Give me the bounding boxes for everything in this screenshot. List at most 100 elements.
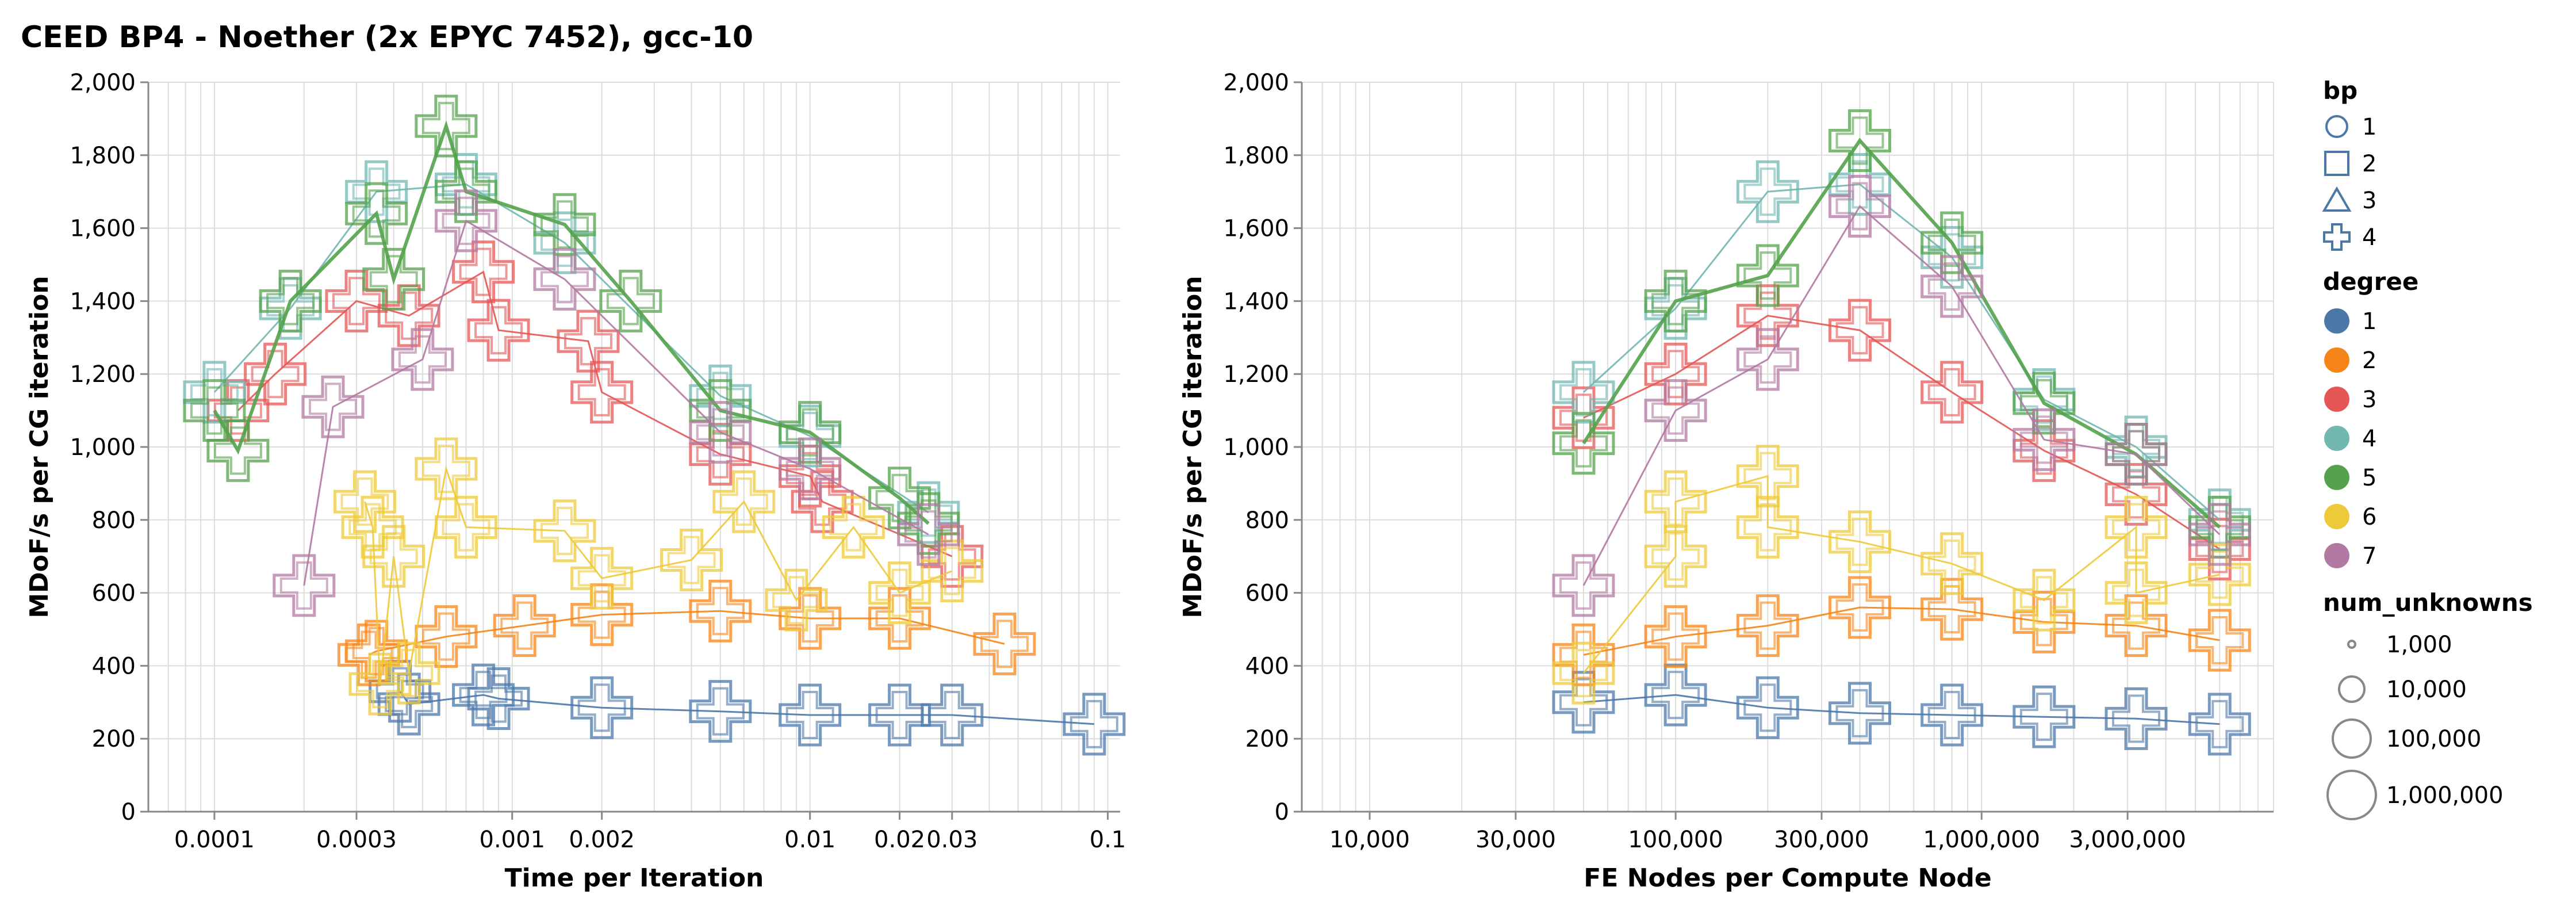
x-tick-label: 0.02 [874, 827, 925, 853]
data-point [1920, 532, 1984, 595]
legend-degree-dot [2324, 426, 2349, 451]
y-tick-label: 600 [92, 580, 136, 607]
y-tick-label: 400 [92, 653, 136, 679]
data-point [868, 683, 931, 747]
data-point-inner [352, 189, 401, 238]
series-line [1583, 606, 2220, 656]
data-point-inner [2195, 616, 2244, 665]
data-point [1920, 578, 1984, 641]
data-point-inner [1835, 689, 1884, 737]
data-point [435, 160, 498, 223]
x-tick-label: 0.01 [784, 827, 835, 853]
data-point-inner [540, 506, 589, 555]
data-point-inner [459, 247, 508, 296]
legend-label-bp: 1 [2362, 114, 2376, 140]
data-point [689, 579, 752, 643]
y-tick-label: 1,600 [1223, 216, 1289, 242]
data-point [2012, 408, 2076, 471]
legend-label-degree: 4 [2362, 426, 2376, 452]
data-point [779, 437, 842, 500]
data-point-inner [577, 554, 626, 603]
data-point-inner [2112, 503, 2161, 552]
data-point [467, 299, 530, 362]
data-point [1644, 470, 1707, 533]
x-tick-label: 1,000,000 [1923, 827, 2040, 853]
data-point [689, 680, 752, 743]
legend-circle-icon [2325, 115, 2348, 138]
data-point [362, 525, 425, 588]
data-point-inner [577, 683, 626, 732]
data-point-inner [1651, 612, 1700, 661]
data-point [1552, 412, 1615, 475]
x-tick-label: 0.0001 [174, 827, 255, 853]
data-point [1828, 109, 1891, 172]
legend-label-degree: 2 [2362, 347, 2376, 374]
data-point [377, 284, 440, 347]
y-tick-label: 1,400 [70, 288, 136, 315]
data-point-inner [606, 277, 655, 326]
data-point [435, 495, 498, 559]
data-point [1736, 676, 1799, 739]
data-point [334, 470, 397, 533]
data-point-inner [1835, 517, 1884, 566]
data-point-inner [1743, 503, 1792, 552]
data-point-inner [1927, 368, 1976, 416]
legend-degree-dot [2324, 387, 2349, 412]
series-line [364, 465, 953, 685]
data-point-inner [2195, 699, 2244, 748]
y-tick-label: 1,000 [1223, 434, 1289, 461]
x-tick-label: 10,000 [1329, 827, 1410, 853]
data-point-inner [2112, 568, 2161, 617]
x-tick-label: 0.1 [1090, 827, 1126, 853]
data-point [348, 652, 412, 716]
legend-title-degree: degree [2323, 267, 2418, 296]
data-point-inner [540, 200, 589, 249]
y-tick-label: 1,800 [1223, 143, 1289, 169]
data-point-inner [442, 196, 490, 245]
legend-degree-dot [2324, 465, 2349, 490]
data-point-inner [772, 576, 821, 625]
data-point [897, 503, 960, 566]
data-point-inner [540, 255, 589, 304]
data-point-inner [369, 532, 418, 581]
data-point-inner [352, 627, 401, 676]
data-point [2104, 561, 2168, 625]
legend-degree-dot [2324, 504, 2349, 529]
data-point [822, 495, 885, 559]
data-point [921, 540, 984, 603]
data-point [415, 605, 478, 668]
data-point-inner [1835, 306, 1884, 355]
series-degree-7 [1552, 175, 2251, 617]
data-point [791, 470, 854, 533]
data-point [570, 676, 634, 739]
series-degree-1 [1552, 663, 2251, 756]
data-point [467, 667, 530, 730]
data-point-inner [1559, 419, 1608, 468]
data-point-inner [719, 477, 768, 526]
data-point-inner [340, 477, 389, 526]
data-point-inner [1651, 532, 1700, 581]
data-point-inner [785, 445, 834, 494]
data-point [2012, 685, 2076, 748]
data-point [2188, 693, 2251, 756]
data-point [779, 683, 842, 747]
x-tick-label: 0.0003 [316, 827, 397, 853]
data-point-inner [421, 612, 470, 661]
data-point [1828, 175, 1891, 238]
data-point-inner [577, 368, 626, 416]
data-point-inner [1651, 277, 1700, 326]
legend-label-degree: 7 [2362, 543, 2376, 569]
data-point [435, 189, 498, 253]
legend-label-num-unknowns: 100,000 [2386, 726, 2481, 752]
data-point [557, 309, 620, 373]
data-point-inner [2195, 550, 2244, 599]
series-line [399, 690, 1094, 725]
data-point-inner [875, 568, 924, 617]
data-point-inner [2112, 601, 2161, 650]
y-tick-label: 1,600 [70, 216, 136, 242]
data-point-inner [442, 503, 490, 552]
y-tick-label: 0 [121, 799, 136, 825]
data-point [868, 561, 931, 625]
data-point [244, 342, 307, 406]
data-point [1644, 269, 1707, 332]
